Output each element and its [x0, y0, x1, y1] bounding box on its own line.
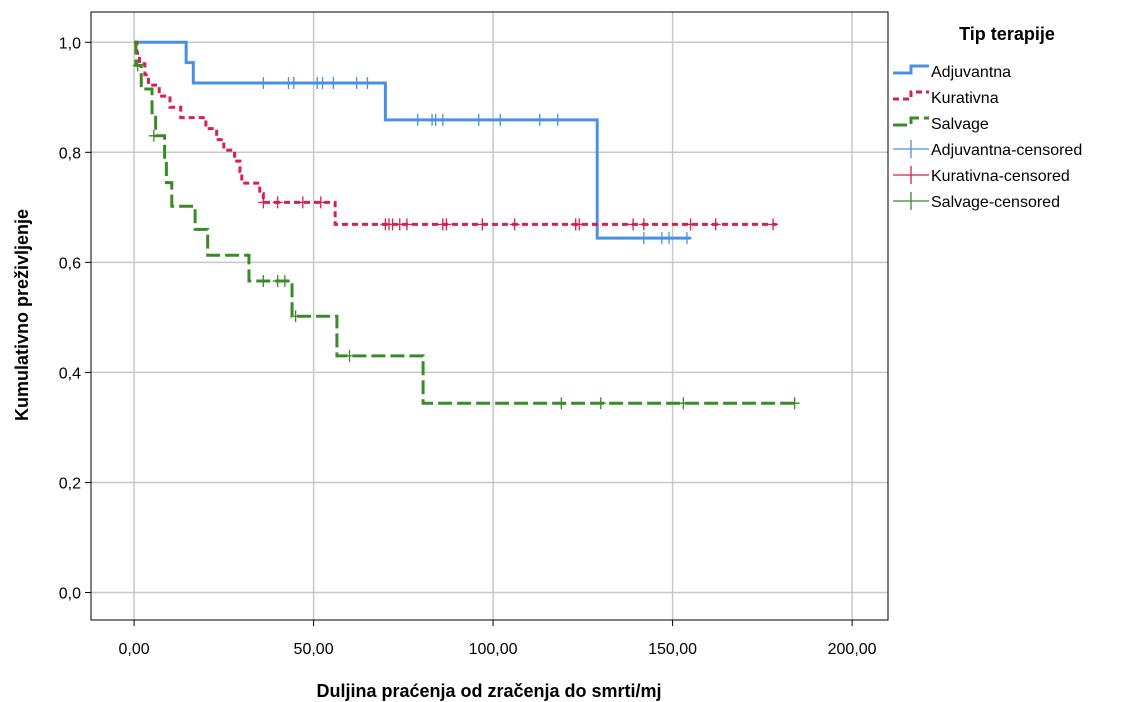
- censor-mark: [258, 76, 269, 89]
- censor-mark: [681, 232, 692, 245]
- censor-mark: [638, 218, 649, 231]
- series-line-salvage: [134, 40, 799, 405]
- y-tick-label: 1,0: [59, 35, 81, 52]
- censor-mark: [509, 218, 520, 231]
- y-tick-label: 0,2: [59, 475, 81, 492]
- censor-mark: [344, 349, 355, 362]
- censor-mark: [628, 218, 639, 231]
- censor-mark: [710, 218, 721, 231]
- censor-mark: [495, 113, 506, 126]
- censor-mark: [437, 113, 448, 126]
- censor-mark: [290, 310, 301, 323]
- axis-ticks: 0,0 0,2 0,4 0,6 0,8 1,0 0,00 50,00 100,00 150,00 2…: [59, 35, 877, 658]
- legend-censor-swatch: [893, 166, 929, 184]
- censor-mark: [768, 218, 779, 231]
- legend-label: Adjuvantna: [931, 64, 1011, 81]
- censor-mark: [132, 59, 143, 72]
- series-line-kurativna: [134, 40, 777, 226]
- censor-mark: [441, 218, 452, 231]
- censor-mark: [258, 196, 269, 209]
- y-axis-title: Kumulativno preživljenje: [12, 209, 32, 421]
- censor-mark: [789, 397, 800, 410]
- censor-mark: [552, 113, 563, 126]
- legend-label: Kurativna: [931, 90, 999, 107]
- legend-label: Salvage-censored: [931, 194, 1060, 211]
- censor-mark: [678, 397, 689, 410]
- y-tick-label: 0,0: [59, 585, 81, 602]
- censor-mark: [595, 397, 606, 410]
- censor-mark: [685, 218, 696, 231]
- censor-mark: [473, 113, 484, 126]
- y-tick-label: 0,4: [59, 365, 81, 382]
- x-tick-label: 50,00: [294, 641, 334, 658]
- y-tick-label: 0,6: [59, 255, 81, 272]
- legend-label: Adjuvantna-censored: [931, 142, 1082, 159]
- censor-mark: [477, 218, 488, 231]
- censor-mark: [297, 196, 308, 209]
- legend-censor-swatch: [893, 192, 929, 210]
- censor-mark: [556, 397, 567, 410]
- legend-swatch-adjuvantna: [893, 64, 929, 75]
- censor-mark: [279, 275, 290, 288]
- censor-layer: [132, 59, 800, 410]
- plot-frame: [90, 11, 889, 621]
- censor-mark: [534, 113, 545, 126]
- censor-mark: [317, 76, 328, 89]
- legend-title: Tip terapije: [959, 24, 1055, 44]
- censor-mark: [288, 76, 299, 89]
- censor-mark: [574, 218, 585, 231]
- censor-mark: [362, 76, 373, 89]
- censor-mark: [638, 232, 649, 245]
- legend-swatch-kurativna: [893, 90, 929, 101]
- x-tick-label: 200,00: [828, 641, 877, 658]
- x-tick-label: 100,00: [469, 641, 518, 658]
- censor-mark: [148, 129, 159, 142]
- legend-swatch-salvage: [893, 116, 929, 127]
- series-layer: [134, 40, 799, 405]
- censor-mark: [272, 196, 283, 209]
- x-tick-label: 0,00: [119, 641, 150, 658]
- censor-mark: [664, 232, 675, 245]
- x-axis-title: Duljina praćenja od zračenja do smrti/mj: [316, 681, 661, 701]
- censor-mark: [258, 275, 269, 288]
- legend-censor-swatch: [893, 140, 929, 158]
- censor-mark: [412, 113, 423, 126]
- censor-mark: [328, 76, 339, 89]
- legend: Tip terapije Adjuvantna Kurativna Salvage A…: [893, 24, 1082, 211]
- x-tick-label: 150,00: [648, 641, 697, 658]
- y-tick-label: 0,8: [59, 145, 81, 162]
- censor-mark: [315, 196, 326, 209]
- grid-lines: [91, 12, 888, 620]
- legend-label: Kurativna-censored: [931, 168, 1070, 185]
- censor-mark: [351, 76, 362, 89]
- legend-label: Salvage: [931, 116, 989, 133]
- censor-mark: [401, 218, 412, 231]
